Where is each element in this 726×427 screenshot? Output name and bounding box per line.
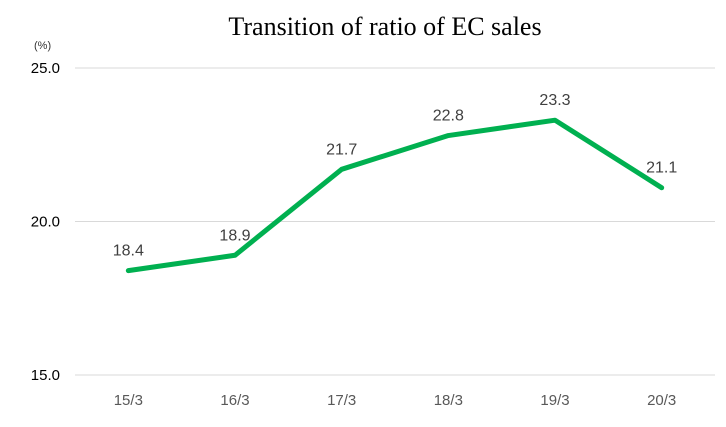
x-axis-ticks: 15/3 16/3 17/3 18/3 19/3 20/3 xyxy=(114,392,677,409)
x-tick-label: 18/3 xyxy=(434,392,463,409)
data-label: 23.3 xyxy=(539,92,570,109)
data-labels: 18.4 18.9 21.7 22.8 23.3 21.1 xyxy=(113,92,678,259)
chart-title: Transition of ratio of EC sales xyxy=(228,12,541,41)
data-label: 21.7 xyxy=(326,141,357,158)
x-tick-label: 19/3 xyxy=(540,392,569,409)
data-label: 22.8 xyxy=(433,108,464,125)
y-tick-label: 20.0 xyxy=(31,214,60,231)
y-tick-label: 25.0 xyxy=(31,60,60,77)
series-line xyxy=(125,117,665,274)
x-tick-label: 16/3 xyxy=(220,392,249,409)
data-label: 21.1 xyxy=(646,160,677,177)
x-tick-label: 20/3 xyxy=(647,392,676,409)
y-unit-label: (%) xyxy=(34,40,51,52)
data-label: 18.9 xyxy=(219,227,250,244)
x-tick-label: 15/3 xyxy=(114,392,143,409)
y-axis-ticks: 15.0 20.0 25.0 xyxy=(31,60,60,384)
data-label: 18.4 xyxy=(113,243,144,260)
gridlines xyxy=(75,67,715,376)
x-tick-label: 17/3 xyxy=(327,392,356,409)
y-tick-label: 15.0 xyxy=(31,367,60,384)
series-group xyxy=(125,117,665,274)
